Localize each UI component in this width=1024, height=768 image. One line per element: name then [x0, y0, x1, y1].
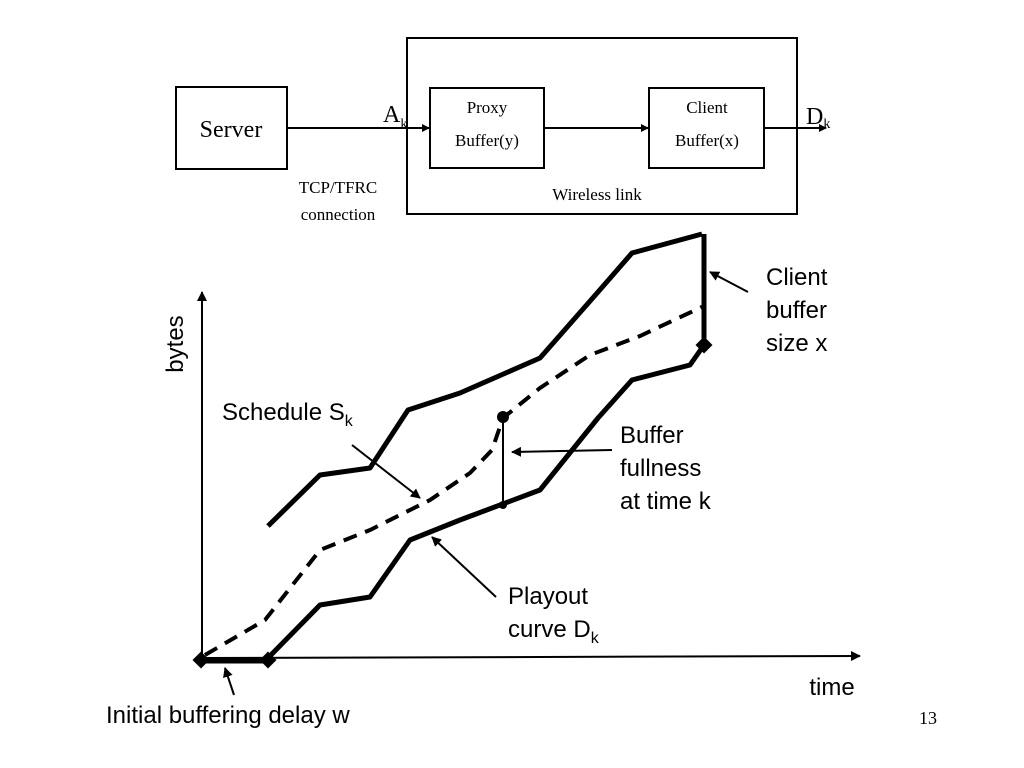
connection-label-line2: connection: [301, 205, 376, 224]
delay-start-marker: [192, 651, 210, 669]
playout-label-line2: curve Dk: [508, 616, 600, 647]
delay-end-marker: [259, 651, 277, 669]
initial-delay-label: Initial buffering delay w: [106, 702, 350, 729]
connection-label-line1: TCP/TFRC: [299, 178, 377, 197]
buffer-fullness-label-line2: fullness: [620, 455, 701, 482]
x-axis: [201, 651, 861, 662]
initial-delay-arrow: [223, 667, 235, 696]
server-box: [175, 86, 288, 170]
x-axis-label: time: [809, 674, 854, 701]
y-axis-label: bytes: [162, 315, 189, 372]
buffer-size-marker: [695, 336, 713, 354]
client-buffer-label-line3: size x: [766, 330, 827, 357]
departure-label: Dk: [806, 104, 830, 132]
schedule-label: Schedule Sk: [222, 399, 354, 430]
client-buffer-line1: Client: [686, 98, 728, 117]
playout-arrow: [431, 536, 497, 598]
block-diagram: Server Ak Proxy Buffer(y) Client Buffer(…: [175, 37, 830, 224]
proxy-buffer-line2: Buffer(y): [455, 131, 519, 150]
buffer-fullness-label-line1: Buffer: [620, 422, 684, 449]
client-buffer-label-line1: Client: [766, 264, 828, 291]
client-buffer-box: [648, 87, 765, 169]
arrival-label: Ak: [383, 102, 407, 132]
buffer-fullness-label-line3: at time k: [620, 488, 712, 515]
upper-bound-curve: [266, 231, 703, 528]
client-buffer-label-line2: buffer: [766, 297, 827, 324]
server-label: Server: [200, 117, 263, 143]
buffer-fullness-arrow: [511, 446, 613, 457]
buffer-graph: bytes time Client buffer size x Schedule…: [106, 231, 861, 729]
client-buffer-arrow: [709, 271, 749, 293]
playout-label-line1: Playout: [508, 583, 588, 610]
page-number: 13: [919, 708, 937, 728]
schedule-arrow: [351, 444, 421, 499]
proxy-buffer-box: [429, 87, 545, 169]
proxy-buffer-line1: Proxy: [467, 98, 508, 117]
schedule-curve: [203, 304, 705, 657]
wireless-link-label: Wireless link: [552, 185, 642, 204]
client-buffer-line2: Buffer(x): [675, 131, 739, 150]
